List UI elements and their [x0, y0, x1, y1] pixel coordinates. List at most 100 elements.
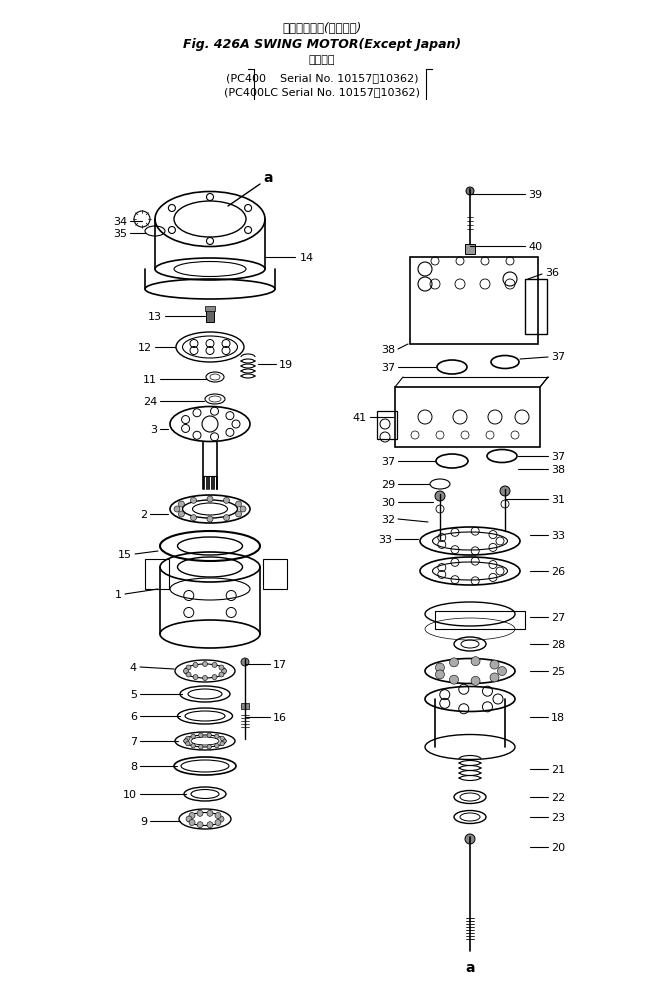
- Circle shape: [203, 662, 208, 667]
- Circle shape: [471, 657, 480, 666]
- Text: 19: 19: [279, 360, 293, 370]
- Text: 11: 11: [143, 375, 157, 385]
- Text: 18: 18: [551, 712, 565, 722]
- Circle shape: [235, 511, 242, 517]
- Circle shape: [193, 675, 198, 680]
- Text: 39: 39: [528, 189, 542, 199]
- Bar: [377, 412, 397, 440]
- Text: (PC400LC Serial No. 10157～10362): (PC400LC Serial No. 10157～10362): [224, 87, 420, 97]
- Text: 36: 36: [545, 268, 559, 278]
- Circle shape: [215, 743, 219, 748]
- Text: 10: 10: [123, 790, 137, 800]
- Circle shape: [207, 744, 212, 749]
- Circle shape: [186, 741, 190, 746]
- Text: 17: 17: [273, 659, 287, 669]
- Circle shape: [183, 668, 188, 673]
- Circle shape: [186, 665, 191, 670]
- Circle shape: [222, 739, 226, 743]
- Text: 37: 37: [381, 363, 395, 373]
- Circle shape: [186, 672, 191, 677]
- Text: 23: 23: [551, 813, 565, 823]
- Text: 25: 25: [551, 666, 565, 676]
- Circle shape: [215, 820, 221, 826]
- Circle shape: [199, 744, 203, 749]
- Text: 30: 30: [381, 498, 395, 507]
- Bar: [525, 280, 547, 335]
- Text: 2: 2: [140, 509, 147, 519]
- Circle shape: [220, 741, 224, 746]
- Circle shape: [186, 817, 192, 823]
- Text: 9: 9: [140, 817, 147, 827]
- Circle shape: [212, 675, 217, 680]
- Text: 21: 21: [551, 765, 565, 775]
- Circle shape: [465, 835, 475, 844]
- Text: 37: 37: [551, 352, 565, 362]
- Circle shape: [224, 498, 230, 504]
- Circle shape: [197, 822, 203, 828]
- Circle shape: [220, 736, 224, 740]
- Circle shape: [224, 515, 230, 521]
- Text: 7: 7: [130, 736, 137, 746]
- Bar: [205, 307, 215, 312]
- Circle shape: [207, 733, 212, 737]
- Circle shape: [207, 516, 213, 522]
- Circle shape: [186, 736, 190, 740]
- Circle shape: [218, 817, 224, 823]
- Circle shape: [221, 668, 226, 673]
- Circle shape: [189, 813, 195, 819]
- Text: 旋　回モータ(海　外向): 旋 回モータ(海 外向): [283, 21, 362, 34]
- Text: 35: 35: [113, 228, 127, 238]
- Circle shape: [500, 487, 510, 497]
- Text: 27: 27: [551, 612, 565, 622]
- Text: 適用号機: 適用号機: [309, 55, 335, 65]
- Circle shape: [219, 665, 224, 670]
- Bar: [465, 244, 475, 255]
- Text: 38: 38: [551, 465, 565, 475]
- Circle shape: [191, 734, 195, 738]
- Text: 13: 13: [148, 312, 162, 322]
- Text: 14: 14: [300, 253, 314, 263]
- Circle shape: [241, 658, 249, 666]
- Text: 33: 33: [551, 530, 565, 540]
- Text: 33: 33: [378, 534, 392, 544]
- Bar: [241, 703, 249, 709]
- Circle shape: [193, 662, 198, 667]
- Text: 37: 37: [381, 457, 395, 467]
- Circle shape: [197, 811, 203, 817]
- Circle shape: [219, 672, 224, 677]
- Circle shape: [240, 506, 246, 512]
- Text: 31: 31: [551, 495, 565, 504]
- Text: 32: 32: [381, 514, 395, 524]
- Circle shape: [212, 662, 217, 667]
- Circle shape: [435, 663, 444, 672]
- Circle shape: [490, 673, 499, 682]
- Bar: [435, 611, 525, 629]
- Text: 8: 8: [130, 762, 137, 772]
- Text: 3: 3: [150, 425, 157, 435]
- Text: 6: 6: [130, 711, 137, 721]
- Text: 4: 4: [130, 662, 137, 672]
- Text: (PC400    Serial No. 10157～10362): (PC400 Serial No. 10157～10362): [226, 73, 418, 83]
- Text: 22: 22: [551, 793, 565, 803]
- Text: a: a: [465, 960, 475, 974]
- Text: 37: 37: [551, 452, 565, 462]
- Text: 24: 24: [143, 397, 157, 407]
- Bar: [263, 559, 287, 589]
- Text: 1: 1: [115, 589, 122, 599]
- Circle shape: [203, 675, 208, 680]
- Circle shape: [174, 506, 180, 512]
- Circle shape: [179, 501, 184, 507]
- Text: a: a: [263, 170, 273, 184]
- Circle shape: [450, 658, 459, 667]
- Circle shape: [435, 492, 445, 501]
- Text: Fig. 426A SWING MOTOR(Except Japan): Fig. 426A SWING MOTOR(Except Japan): [183, 37, 461, 50]
- Text: 34: 34: [113, 216, 127, 226]
- Circle shape: [435, 670, 444, 679]
- Circle shape: [207, 822, 213, 828]
- Circle shape: [190, 498, 197, 504]
- Circle shape: [179, 511, 184, 517]
- Circle shape: [450, 675, 459, 684]
- Text: 26: 26: [551, 566, 565, 576]
- Text: 28: 28: [551, 639, 565, 649]
- Circle shape: [207, 497, 213, 502]
